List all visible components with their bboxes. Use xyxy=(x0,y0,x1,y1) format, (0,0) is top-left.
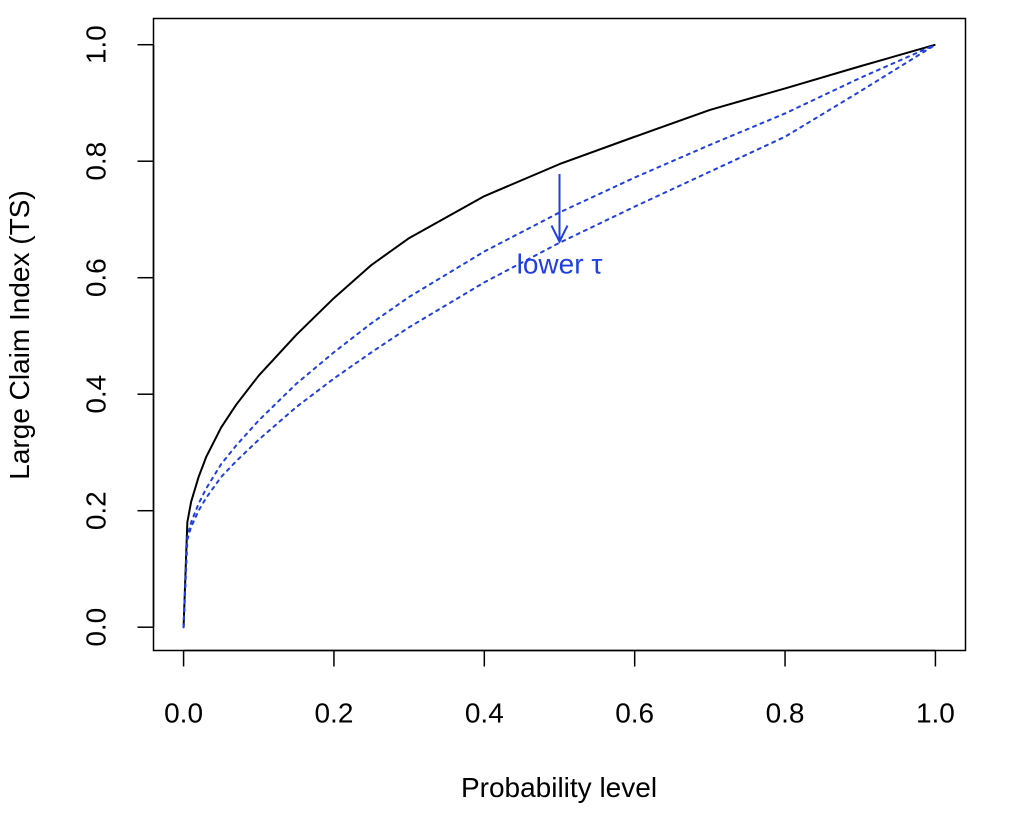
y-tick-label: 0.6 xyxy=(81,258,112,297)
y-tick-label: 0.2 xyxy=(81,491,112,530)
x-tick-label: 0.8 xyxy=(766,698,805,729)
y-axis: 0.0 0.2 0.4 0.6 0.8 1.0 xyxy=(81,25,155,647)
x-axis: 0.0 0.2 0.4 0.6 0.8 1.0 xyxy=(164,649,955,729)
x-axis-label: Probability level xyxy=(461,772,657,803)
series-line-3 xyxy=(182,43,937,629)
annotation-arrow-head xyxy=(550,225,569,244)
y-tick-label: 0.4 xyxy=(81,375,112,414)
y-tick-label: 0.8 xyxy=(81,142,112,181)
x-tick-label: 1.0 xyxy=(916,698,955,729)
x-tick-label: 0.0 xyxy=(164,698,203,729)
y-tick-label: 0.0 xyxy=(81,608,112,647)
x-tick-label: 0.6 xyxy=(615,698,654,729)
x-tick-label: 0.4 xyxy=(465,698,504,729)
annotation-label: lower τ xyxy=(517,249,603,280)
series-line-1 xyxy=(182,43,936,628)
annotation-layer: lower τ xyxy=(517,174,603,280)
series-line-2 xyxy=(182,43,937,629)
series-layer xyxy=(182,43,937,629)
x-tick-label: 0.2 xyxy=(314,698,353,729)
y-axis-label: Large Claim Index (TS) xyxy=(4,190,35,479)
y-tick-label: 1.0 xyxy=(81,25,112,64)
